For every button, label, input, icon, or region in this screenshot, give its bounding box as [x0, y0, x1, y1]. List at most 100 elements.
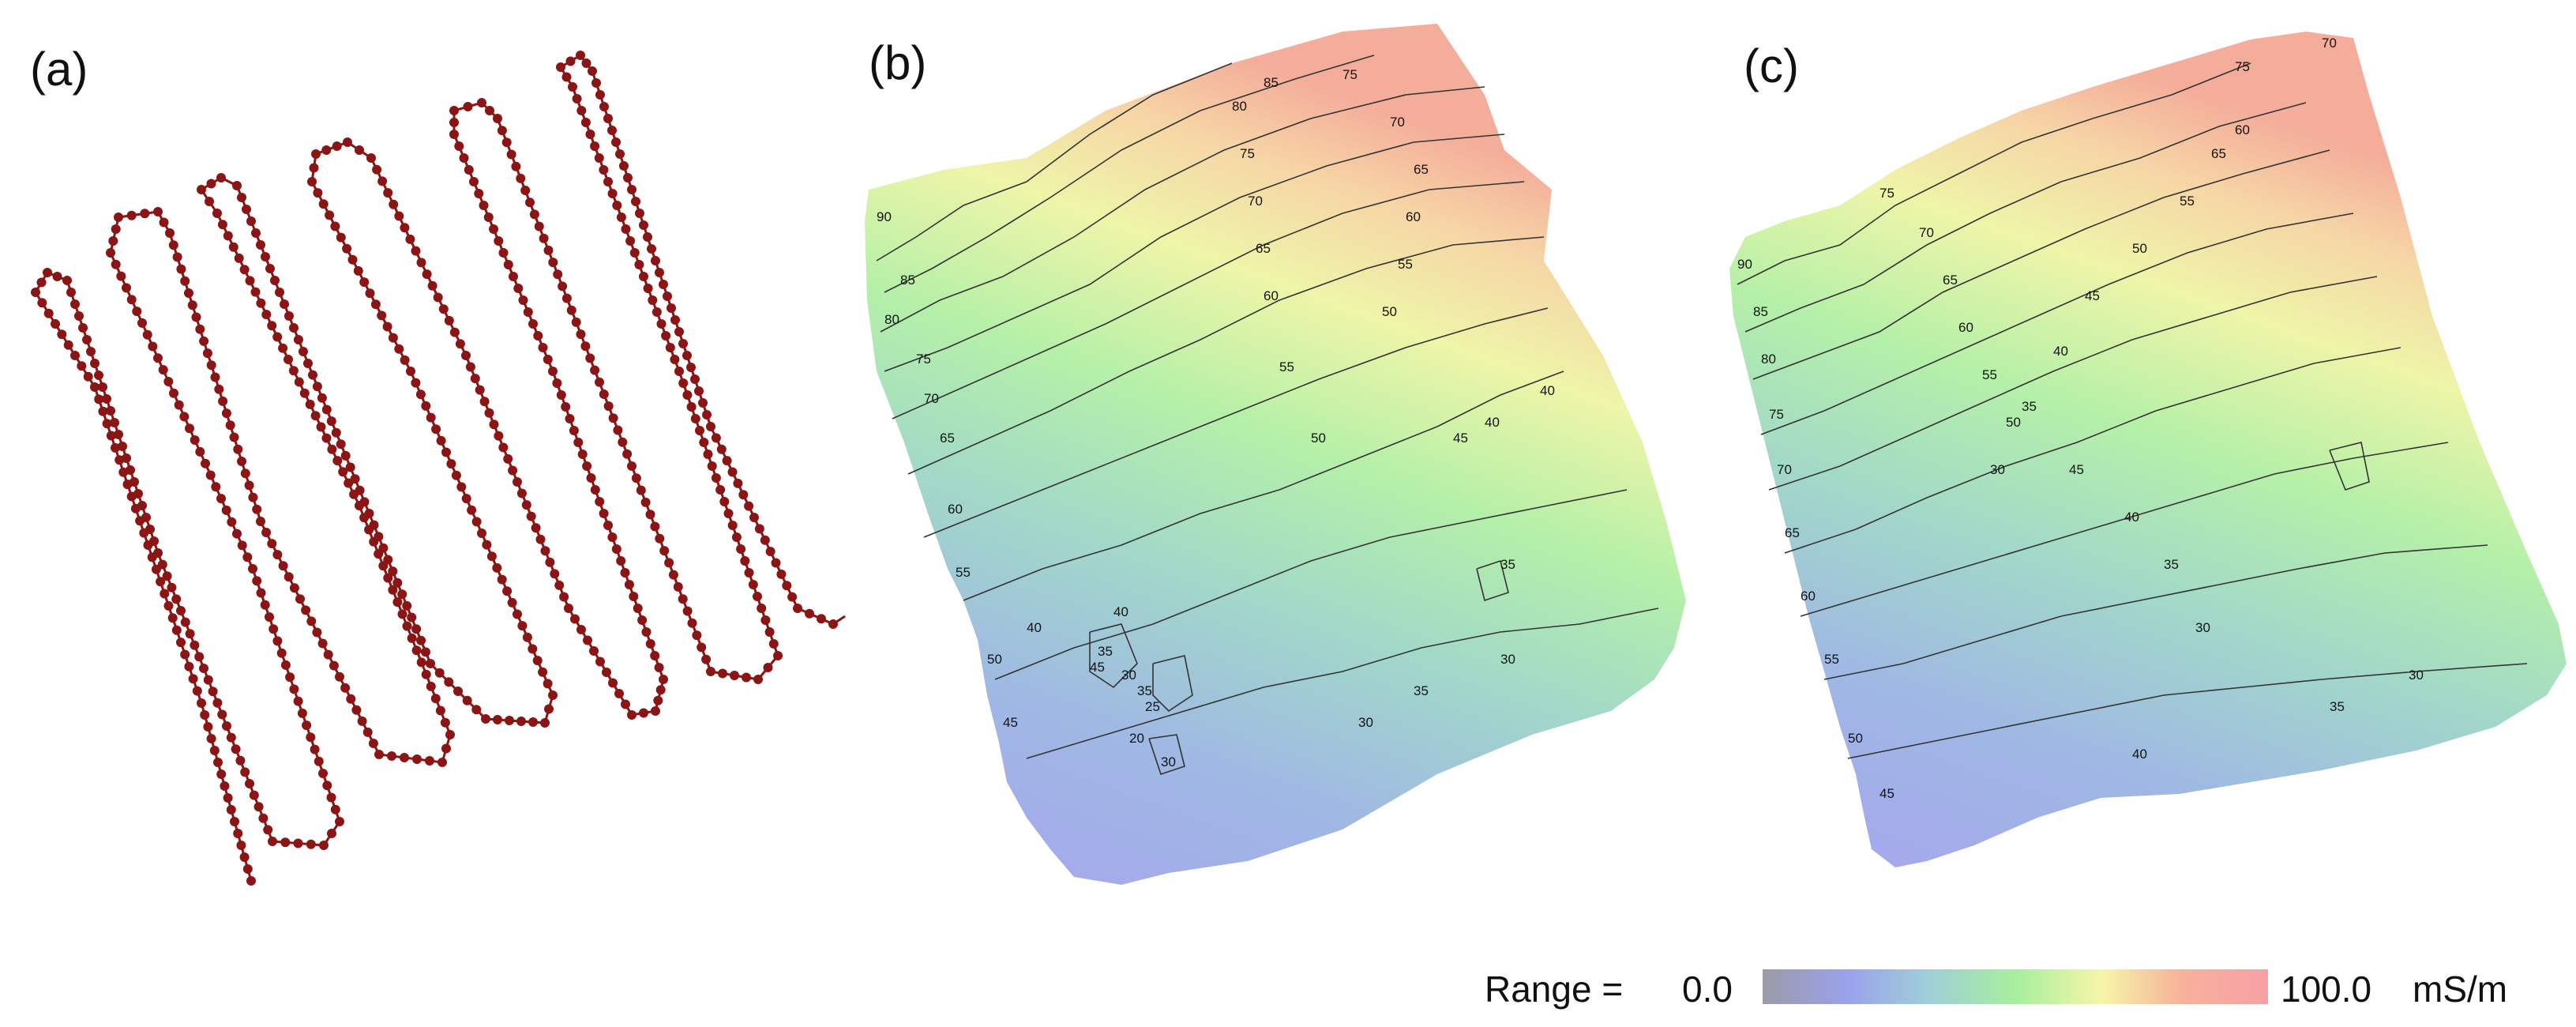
track-point: [94, 394, 104, 404]
track-point: [370, 299, 381, 310]
contour-line: [876, 62, 1233, 261]
track-point: [639, 708, 648, 718]
track-point: [595, 656, 605, 667]
track-point: [359, 497, 370, 507]
contour-label: 45: [2085, 288, 2100, 303]
track-point: [176, 606, 186, 615]
track-point: [245, 276, 255, 286]
track-point: [706, 422, 715, 431]
track-point: [559, 592, 569, 602]
track-point: [216, 769, 227, 779]
contour-label: 65: [2211, 146, 2226, 161]
track-point: [148, 341, 158, 352]
track-point: [444, 677, 454, 687]
contour-label: 35: [1137, 683, 1152, 698]
track-point: [229, 432, 239, 442]
track-point: [595, 377, 604, 387]
survey-track-panel: [31, 51, 846, 886]
track-point: [284, 355, 293, 364]
track-point: [377, 310, 387, 321]
track-point: [634, 260, 644, 269]
track-point: [528, 319, 538, 329]
track-point: [585, 130, 595, 139]
track-point: [817, 614, 826, 624]
track-point: [327, 829, 336, 838]
track-point: [655, 685, 666, 695]
track-point: [242, 864, 253, 874]
track-point: [272, 550, 283, 560]
track-point: [261, 528, 272, 537]
track-point: [608, 678, 618, 688]
track-point: [195, 446, 205, 457]
track-point: [383, 188, 393, 198]
track-point: [422, 269, 432, 280]
track-point: [163, 377, 174, 386]
panel-label-c: (c): [1744, 40, 1799, 92]
track-point: [566, 305, 576, 315]
track-point: [580, 341, 591, 352]
track-point: [366, 153, 376, 163]
track-point: [753, 592, 762, 601]
track-point: [740, 556, 750, 566]
track-point: [336, 439, 346, 450]
contour-label: 35: [1414, 683, 1429, 698]
track-point: [383, 573, 393, 583]
track-point: [764, 627, 775, 637]
track-point: [191, 312, 201, 322]
track-point: [591, 78, 601, 88]
track-point: [545, 557, 555, 567]
contour-line: [1148, 734, 1185, 776]
track-point: [667, 303, 676, 313]
track-point: [345, 462, 355, 472]
track-point: [506, 149, 516, 160]
track-point: [643, 284, 653, 293]
track-point: [195, 324, 205, 334]
track-point: [406, 367, 415, 376]
track-point: [763, 663, 773, 672]
track-point: [114, 213, 123, 222]
track-point: [635, 209, 644, 218]
track-point: [289, 583, 299, 593]
track-point: [372, 164, 382, 175]
track-point: [284, 311, 294, 321]
contour-line: [994, 489, 1628, 680]
track-point: [185, 629, 195, 639]
contour-line: [1737, 62, 2251, 285]
track-point: [438, 304, 449, 314]
track-point: [690, 374, 700, 384]
track-point: [624, 580, 634, 589]
track-point: [239, 265, 250, 275]
panel-label-a: (a): [30, 43, 88, 96]
track-point: [611, 137, 621, 147]
track-point: [471, 705, 482, 715]
track-point: [828, 619, 838, 629]
track-point: [711, 473, 721, 483]
contour-label: 70: [1777, 462, 1792, 477]
track-point: [489, 419, 499, 430]
track-point: [625, 236, 636, 246]
track-point: [201, 458, 210, 468]
track-point: [561, 72, 572, 82]
contour-label: 60: [1406, 209, 1421, 224]
track-point: [256, 240, 265, 250]
track-point: [402, 600, 412, 611]
contour-label: 85: [1264, 75, 1279, 90]
track-point: [180, 617, 190, 627]
track-point: [655, 268, 664, 277]
contour-label: 35: [1098, 644, 1113, 659]
track-point: [321, 404, 332, 415]
contour-label: 30: [1358, 715, 1373, 730]
track-point: [665, 343, 675, 352]
track-point: [270, 276, 280, 285]
track-point: [265, 612, 274, 622]
track-point: [114, 430, 123, 439]
track-point: [588, 66, 597, 76]
contour-label: 75: [1240, 146, 1255, 161]
track-point: [280, 299, 289, 309]
track-point: [623, 173, 633, 182]
track-point: [673, 581, 683, 592]
track-point: [369, 520, 379, 530]
contour-label: 60: [1264, 288, 1279, 303]
track-point: [715, 485, 726, 495]
track-point: [576, 51, 585, 60]
